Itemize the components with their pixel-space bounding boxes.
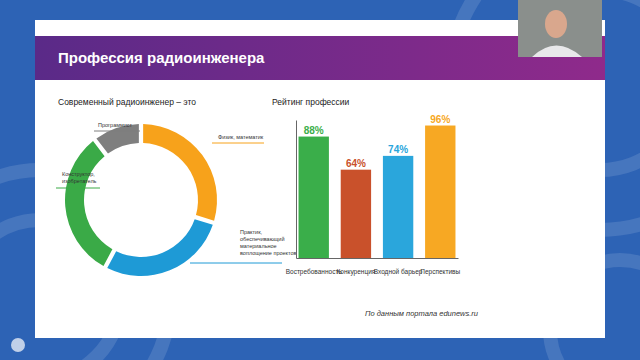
tick-label: Конкуренция bbox=[337, 268, 376, 276]
donut-slice bbox=[143, 124, 217, 221]
slice-label-line: Физик, математик bbox=[218, 134, 264, 140]
logo bbox=[11, 338, 25, 352]
slice-label-line: воплощение проектов bbox=[240, 250, 297, 256]
background-rings bbox=[0, 0, 640, 360]
slice-label: Программист bbox=[98, 122, 133, 128]
axis-line bbox=[296, 121, 297, 259]
tick: Конкуренция bbox=[337, 258, 376, 276]
leader-line bbox=[190, 263, 282, 264]
data-label: 88% bbox=[304, 125, 324, 136]
chart-title: Рейтинг профессии bbox=[272, 97, 350, 107]
slice-label-line: Конструктор, bbox=[62, 171, 95, 177]
slice-label: Физик, математик bbox=[218, 134, 264, 140]
source-note: По данным портала edunews.ru bbox=[365, 309, 479, 318]
bar bbox=[341, 170, 371, 258]
tick: Востребованность bbox=[286, 258, 343, 276]
slice-label-line: Программист bbox=[98, 122, 133, 128]
donut-labels: Физик, математик Практик,обеспечивающийма… bbox=[56, 122, 297, 263]
chart-title: Современный радиоинженер – это bbox=[58, 97, 196, 107]
leader-line bbox=[56, 188, 100, 189]
tick-label: Востребованность bbox=[286, 268, 343, 276]
donut-slice bbox=[107, 219, 213, 276]
slice-label-line: изобретатель bbox=[62, 178, 97, 184]
background bbox=[0, 0, 640, 360]
tick: Входной барьер bbox=[374, 258, 423, 276]
slide-title: Профессия радиоинженера bbox=[58, 49, 265, 66]
slice-label-line: Практик, bbox=[240, 229, 263, 235]
tick-label: Входной барьер bbox=[374, 268, 423, 276]
slice-label: Конструктор,изобретатель bbox=[62, 171, 97, 184]
data-label: 74% bbox=[388, 144, 408, 155]
tick: Перспективы bbox=[420, 258, 460, 276]
y-axis bbox=[296, 121, 297, 259]
leader-line bbox=[94, 131, 140, 132]
tick-label: Перспективы bbox=[420, 268, 460, 276]
leader-line bbox=[212, 143, 264, 144]
bar bbox=[425, 126, 455, 258]
slice-label-line: материальное bbox=[240, 243, 277, 249]
data-labels: 88% 64% 74% 96% bbox=[304, 114, 451, 169]
page: Профессия радиоинженера Современный радио… bbox=[0, 0, 640, 360]
donut-slice bbox=[65, 141, 112, 266]
x-axis: ВостребованностьКонкуренцияВходной барье… bbox=[286, 258, 461, 276]
slice-label-line: обеспечивающий bbox=[240, 236, 284, 242]
donut bbox=[65, 124, 217, 276]
bar bbox=[383, 156, 413, 258]
data-label: 64% bbox=[346, 158, 366, 169]
webcam bbox=[518, 0, 602, 57]
webcam-frame bbox=[518, 0, 602, 57]
webcam-body bbox=[532, 46, 582, 58]
bars bbox=[299, 126, 456, 258]
donut-slice bbox=[96, 124, 138, 154]
axis-line bbox=[297, 258, 459, 259]
slide bbox=[35, 20, 605, 338]
webcam-head bbox=[545, 10, 567, 38]
slice-label: Практик,обеспечивающийматериальноевоплощ… bbox=[240, 229, 297, 256]
data-label: 96% bbox=[430, 114, 450, 125]
bar bbox=[299, 137, 329, 258]
